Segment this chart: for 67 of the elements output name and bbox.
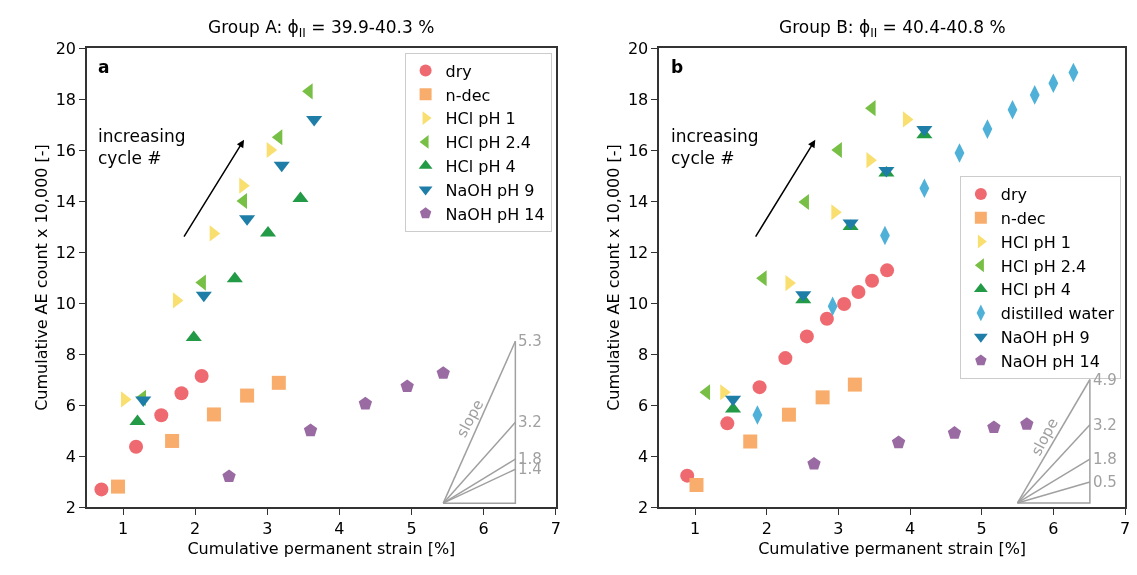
y-tick-label: 4	[638, 446, 649, 466]
legend-label: n-dec	[445, 85, 491, 105]
x-tick-label: 2	[761, 518, 772, 538]
y-tick-label: 10	[627, 293, 649, 313]
legend-label: NaOH pH 14	[1000, 351, 1100, 371]
legend-label: NaOH pH 9	[445, 180, 535, 200]
y-tick-label: 8	[638, 344, 649, 364]
y-tick-label: 16	[55, 140, 77, 160]
annotation: increasing cycle #	[98, 126, 186, 169]
legend-label: HCl pH 4	[1000, 280, 1072, 300]
legend-label: n-dec	[1000, 208, 1046, 228]
x-tick-label: 4	[334, 518, 345, 538]
y-tick-label: 2	[65, 497, 77, 517]
x-axis-title: Cumulative permanent strain [%]	[187, 539, 456, 559]
annotation: slope	[1027, 415, 1062, 459]
x-tick-label: 7	[1119, 518, 1131, 538]
x-tick-label: 3	[833, 518, 844, 538]
annotation: 3.2	[518, 413, 542, 431]
x-tick-label: 2	[190, 518, 201, 538]
legend-label: dry	[445, 61, 472, 81]
annotation: 1.8	[1093, 450, 1117, 468]
annotation: a	[98, 57, 110, 77]
y-axis-title: Cumulative AE count x 10,000 [-]	[32, 144, 52, 411]
chart-title: Group B: ϕ$_{II}$ = 40.4-40.8 %	[779, 17, 1006, 40]
y-tick-label: 8	[65, 344, 77, 364]
x-tick-label: 6	[478, 518, 489, 538]
y-tick-label: 4	[65, 446, 77, 466]
legend-label: distilled water	[1000, 304, 1115, 324]
legend-label: HCl pH 1	[1000, 232, 1072, 252]
annotation: slope	[452, 396, 488, 441]
y-axis-title: Cumulative AE count x 10,000 [-]	[604, 144, 624, 411]
chart-title: Group A: ϕ$_{II}$ = 39.9-40.3 %	[208, 17, 435, 40]
y-tick-label: 6	[65, 395, 77, 415]
annotation: 4.9	[1093, 371, 1117, 389]
x-tick-label: 3	[262, 518, 273, 538]
x-tick-label: 1	[117, 518, 129, 538]
y-tick-label: 2	[638, 497, 649, 517]
y-tick-label: 12	[55, 242, 77, 262]
legend-label: HCl pH 4	[445, 156, 516, 176]
x-axis-title: Cumulative permanent strain [%]	[758, 539, 1027, 559]
legend-label: dry	[1000, 185, 1028, 205]
y-tick-label: 10	[55, 293, 77, 313]
annotation: 3.2	[1093, 416, 1117, 434]
legend-label: HCl pH 2.4	[445, 133, 532, 153]
y-tick-label: 6	[638, 395, 649, 415]
x-tick-label: 5	[406, 518, 417, 538]
y-tick-label: 14	[627, 191, 649, 211]
annotation: b	[671, 57, 684, 77]
x-tick-label: 4	[904, 518, 916, 538]
x-tick-label: 1	[689, 518, 701, 538]
legend-label: NaOH pH 9	[1000, 327, 1090, 347]
y-tick-label: 18	[55, 89, 77, 109]
y-tick-label: 18	[627, 89, 649, 109]
x-tick-label: 5	[976, 518, 987, 538]
annotation: 5.3	[518, 332, 542, 350]
legend-label: NaOH pH 14	[445, 204, 545, 224]
legend-label: HCl pH 1	[445, 109, 516, 129]
x-tick-label: 7	[550, 518, 561, 538]
y-tick-label: 12	[627, 242, 649, 262]
annotation: 0.5	[1093, 473, 1117, 491]
annotation: increasing cycle #	[671, 126, 759, 169]
y-tick-label: 20	[55, 38, 77, 58]
y-tick-label: 20	[627, 38, 649, 58]
y-tick-label: 14	[55, 191, 77, 211]
legend-label: HCl pH 2.4	[1000, 256, 1087, 276]
y-tick-label: 16	[627, 140, 649, 160]
x-tick-label: 6	[1048, 518, 1059, 538]
